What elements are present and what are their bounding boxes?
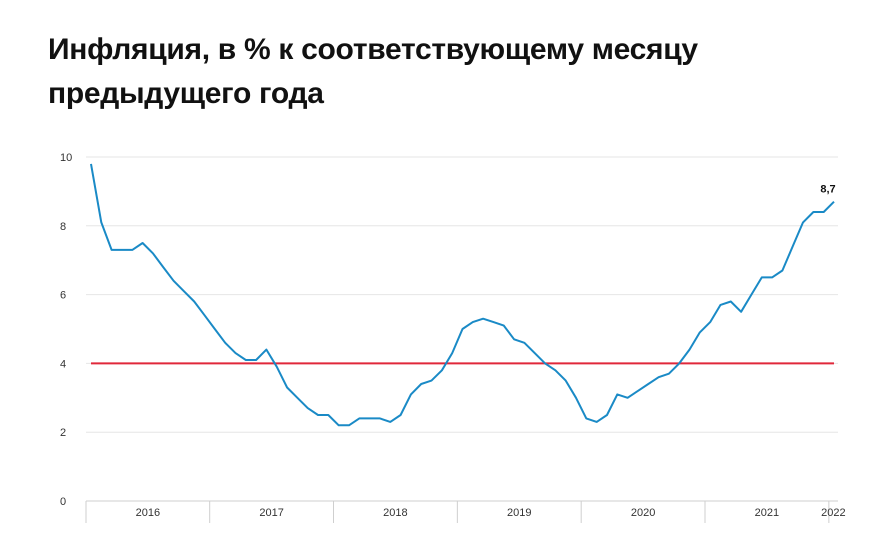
y-tick-label: 6 [60, 290, 66, 302]
last-value-label: 8,7 [820, 184, 835, 196]
x-tick-label: 2019 [507, 507, 531, 519]
x-tick-label: 2021 [755, 507, 779, 519]
chart-title: Инфляция, в % к соответствующему месяцу … [48, 33, 698, 110]
inflation-series-line [90, 163, 835, 427]
data-labels: 8,7 [820, 184, 835, 196]
x-tick-label: 2016 [136, 507, 160, 519]
y-tick-label: 8 [60, 221, 66, 233]
grid-layer [86, 156, 838, 433]
y-tick-label: 10 [60, 152, 72, 164]
series-layer [90, 163, 835, 427]
x-tick-label: 2018 [383, 507, 407, 519]
y-tick-label: 2 [60, 427, 66, 439]
y-axis: 0 2 4 6 8 10 [60, 152, 72, 508]
x-tick-label: 2022 [821, 507, 845, 519]
y-tick-label: 0 [60, 496, 66, 508]
x-axis: 2016 2017 2018 2019 2020 2021 2022 [85, 500, 846, 523]
x-tick-label: 2017 [259, 507, 283, 519]
x-tick-label: 2020 [631, 507, 655, 519]
y-tick-label: 4 [60, 358, 66, 370]
